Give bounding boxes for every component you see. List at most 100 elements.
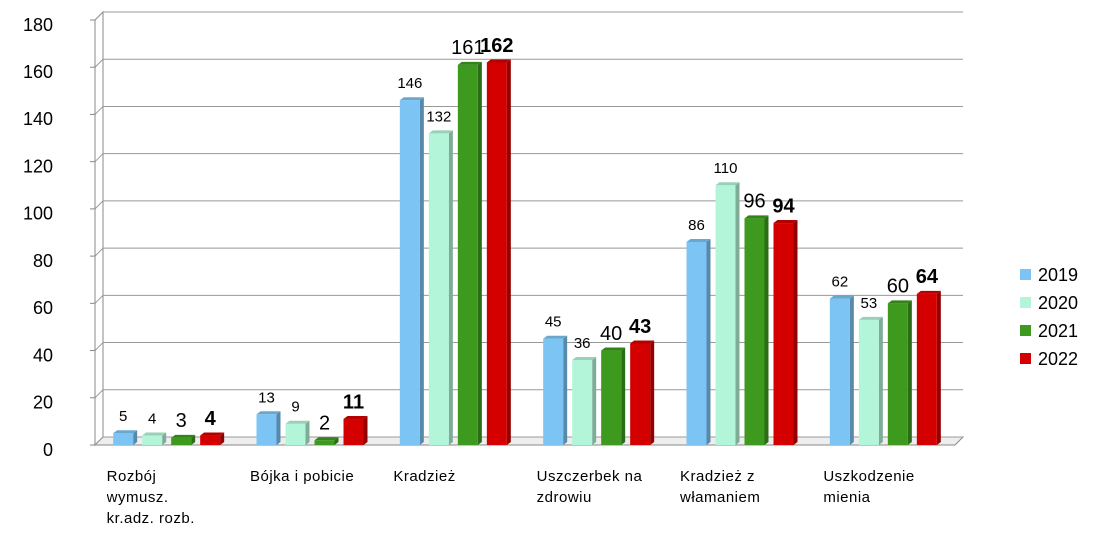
bar-side [419,97,424,446]
bar-side [133,430,138,445]
bar-front [142,435,163,445]
data-label: 45 [545,314,562,331]
bar-side [706,238,711,445]
back-wall [94,10,104,447]
bar-top [744,215,769,219]
bar-top [916,290,941,294]
data-label: 161 [451,37,484,59]
bar-top [715,182,740,186]
bar [486,59,511,445]
data-label: 36 [574,335,591,352]
legend-label: 2019 [1038,265,1078,285]
bar-front [858,319,879,445]
data-label: 86 [688,217,705,234]
bar [200,432,225,445]
bar [543,335,568,445]
bar [457,61,482,445]
bar-top [343,416,368,420]
bar-front [428,133,449,446]
legend-label: 2022 [1038,349,1078,369]
bar [314,437,339,445]
grid-line [94,153,104,163]
bar-front [486,62,507,445]
bar [773,220,798,445]
data-label: 13 [258,389,275,406]
bar-top [543,335,568,339]
bar-front [457,64,478,445]
bar-side [563,335,568,445]
data-label: 96 [743,191,765,213]
bar [601,347,626,445]
data-label: 64 [916,266,939,288]
x-label-box: Uszkodzenie mienia [823,468,915,506]
data-label: 3 [176,410,187,432]
bar-side [448,130,453,446]
bar-front [887,303,908,445]
x-tick-label: Uszkodzenie mienia [823,468,915,506]
bar [171,434,196,445]
data-label: 11 [343,391,364,413]
bar-side [334,437,339,445]
bar-top [428,130,453,134]
bar-top [171,434,196,438]
x-label-box: Kradzież [393,468,456,485]
bar [343,416,368,445]
bar-front [314,440,335,445]
bar-top [314,437,339,441]
y-tick-label: 0 [43,440,53,460]
x-tick-label: Kradzież [393,468,456,485]
bar-side [621,347,626,445]
grid-line [94,436,104,446]
bar-side [650,340,655,445]
bar-front [200,435,221,445]
bar [428,130,453,446]
bar-side [162,432,167,445]
bar-front [916,293,937,445]
bar [256,411,281,445]
bar-front [285,423,306,445]
bar-front [543,338,564,445]
data-label: 9 [291,399,299,416]
data-label: 4 [148,411,156,428]
bar-side [907,300,912,445]
bar [113,430,138,445]
bar-front [256,414,277,445]
bar [630,340,655,445]
bar-side [936,290,941,445]
data-label: 53 [860,295,877,312]
x-tick-label: Rozbój wymusz. kr.adz. rozb. [106,468,195,527]
legend-swatch [1020,353,1031,364]
bar-front [343,419,364,445]
bar-side [793,220,798,445]
bar-front [113,433,134,445]
bar-top [399,97,424,101]
bar-top [686,238,711,242]
bar-front [630,343,651,445]
y-tick-label: 120 [23,156,53,176]
bar-top [200,432,225,436]
bar-top [285,420,310,424]
bar [829,295,854,445]
data-label: 62 [831,274,848,291]
bar-side [363,416,368,445]
y-tick-label: 160 [23,62,53,82]
bar [858,316,883,445]
data-label: 5 [119,408,127,425]
bar [142,432,167,445]
bar-side [506,59,511,445]
data-label: 162 [480,35,513,57]
data-label: 146 [397,75,422,92]
grid-line [94,58,104,68]
grid-line [94,200,104,210]
bar [887,300,912,445]
bar-front [829,298,850,445]
bar [715,182,740,445]
y-tick-label: 20 [33,393,53,413]
y-tick-label: 40 [33,345,53,365]
bar-front [171,437,192,445]
bar-side [764,215,769,445]
y-tick-label: 80 [33,251,53,271]
bar-side [305,420,310,445]
